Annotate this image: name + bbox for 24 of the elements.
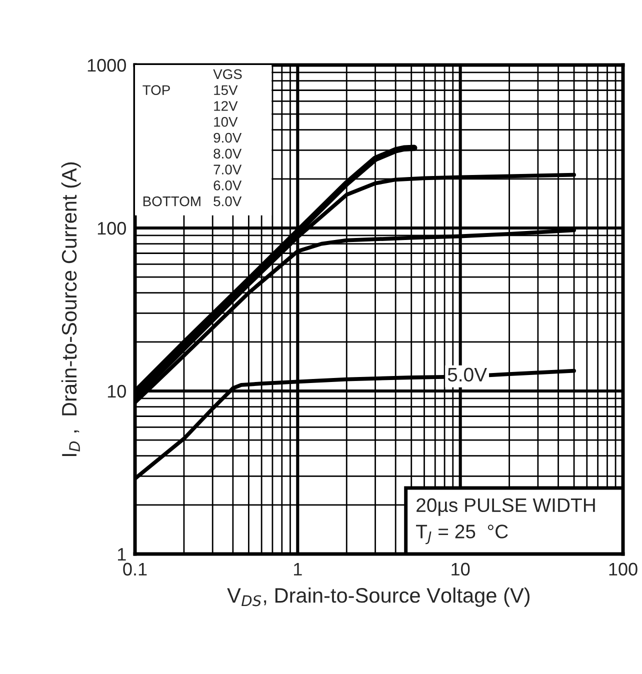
annotation: 7.0V — [214, 164, 242, 174]
annotation: VGS — [213, 69, 242, 80]
annotation: 5.0V — [448, 368, 487, 382]
annotation: T$_{J}$ = 25 °C — [416, 524, 508, 544]
annotation: 10V — [214, 116, 238, 127]
annotation: BOTTOM — [143, 196, 200, 206]
y-tick-label: 1000 — [88, 58, 126, 72]
annotation: 9.0V — [214, 132, 242, 143]
x-tick-label: 1 — [294, 562, 302, 576]
annotation: 20µs PULSE WIDTH — [416, 498, 595, 516]
x-tick-label: 100 — [609, 562, 638, 576]
y-tick-label: 10 — [108, 384, 126, 398]
x-tick-label: 0.1 — [123, 562, 147, 576]
y-tick-label: 1 — [118, 548, 126, 561]
y-tick-label: 100 — [98, 222, 126, 235]
annotation: 5.0V — [214, 196, 242, 206]
annotation: 15V — [214, 85, 238, 96]
annotation: 6.0V — [214, 180, 242, 190]
annotation: TOP — [142, 85, 170, 96]
y-axis-title: I$_{D}$ , Drain-to-Source Current (A) — [61, 162, 81, 456]
annotation: 8.0V — [214, 148, 242, 159]
x-tick-label: 10 — [452, 562, 470, 576]
annotation: 12V — [214, 101, 238, 111]
x-axis-title: V$_{DS}$, Drain-to-Source Voltage (V) — [227, 588, 530, 607]
